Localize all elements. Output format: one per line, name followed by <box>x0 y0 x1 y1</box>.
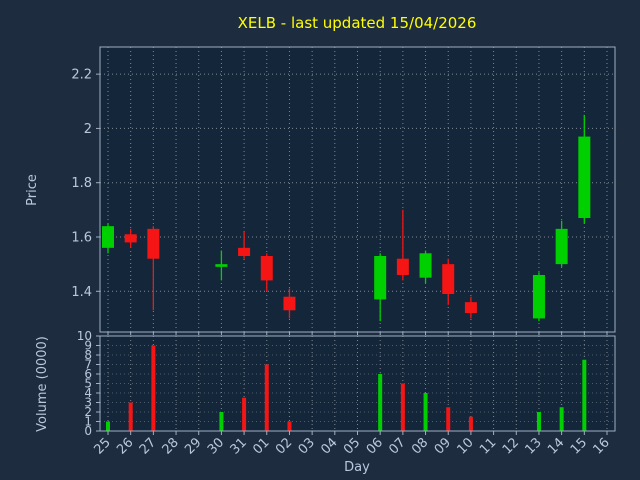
volume-bar-day-15 <box>582 359 587 431</box>
volume-tick-label: 9 <box>84 339 92 353</box>
volume-bar-day-25 <box>106 421 110 431</box>
volume-bar-day-01 <box>264 364 269 431</box>
volume-tick-label: 8 <box>84 348 92 362</box>
volume-bar-day-08 <box>423 393 428 431</box>
candle-body-day-02 <box>283 296 296 311</box>
volume-bar-day-07 <box>400 383 405 431</box>
x-tick-labels: 25 26 27 28 29 30 31 01 02 03 04 05 06 07 08 09 10 11 12 13… <box>92 435 613 457</box>
price-tick-label: 2 <box>84 122 92 137</box>
volume-bar-day-02 <box>287 421 292 431</box>
volume-tick-label: 4 <box>84 386 92 400</box>
price-plot-background <box>100 47 615 332</box>
volume-bar-day-09 <box>446 407 451 431</box>
price-tick-label: 1.8 <box>71 176 92 191</box>
volume-tick-label: 7 <box>84 358 92 372</box>
candle-body-day-31 <box>238 247 251 256</box>
candle-body-day-09 <box>442 264 455 294</box>
candle-body-day-26 <box>124 234 137 243</box>
tick-marks <box>96 73 608 435</box>
volume-bar-day-31 <box>242 397 247 431</box>
volume-bar-day-14 <box>559 407 564 431</box>
candle-body-day-06 <box>374 256 387 300</box>
candle-body-day-14 <box>555 228 568 265</box>
volume-tick-label: 1 <box>84 415 92 429</box>
volume-tick-label: 6 <box>84 367 92 381</box>
candle-body-day-07 <box>396 258 409 275</box>
volume-tick-label: 0 <box>84 424 92 438</box>
candles <box>102 114 591 322</box>
volume-tick-label: 5 <box>84 377 92 391</box>
volume-bars <box>106 345 587 431</box>
volume-plot-background <box>100 336 615 431</box>
candle-body-day-15 <box>578 136 591 218</box>
volume-bar-day-13 <box>536 412 541 431</box>
volume-tick-label: 3 <box>84 396 92 410</box>
volume-bar-day-06 <box>378 374 383 431</box>
candle-body-day-27 <box>147 228 160 259</box>
volume-tick-label: 10 <box>77 329 92 343</box>
volume-bar-day-10 <box>468 416 473 431</box>
candle-body-day-25 <box>102 226 114 248</box>
price-tick-label: 2.2 <box>71 68 92 83</box>
price-tick-label: 1.4 <box>71 285 92 300</box>
volume-bar-day-26 <box>128 402 133 431</box>
chart-title: XELB - last updated 15/04/2026 <box>238 14 477 32</box>
volume-bar-day-27 <box>151 345 156 431</box>
candle-body-day-08 <box>419 253 432 278</box>
volume-tick-label: 2 <box>84 405 92 419</box>
price-tick-labels: 1.4 1.6 1.8 2 2.2 <box>71 68 92 300</box>
volume-axis-label: Volume (0000) <box>35 336 50 432</box>
candle-body-day-13 <box>532 275 545 319</box>
price-tick-label: 1.6 <box>71 231 92 246</box>
candle-body-day-30 <box>215 264 228 267</box>
candle-body-day-01 <box>260 256 273 281</box>
volume-bar-day-30 <box>219 412 224 431</box>
candle-body-day-10 <box>464 302 477 313</box>
price-axis-label: Price <box>25 174 40 206</box>
x-axis-label: Day <box>344 460 370 475</box>
